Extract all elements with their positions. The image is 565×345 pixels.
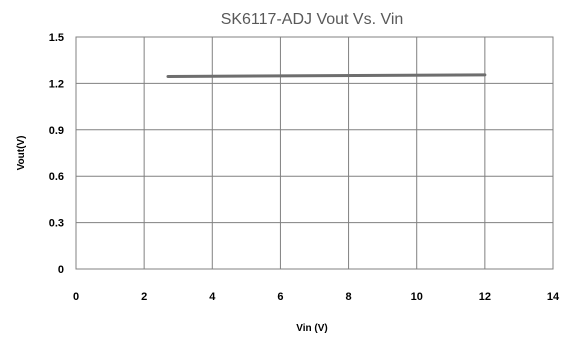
y-tick-label: 1.2 bbox=[49, 78, 64, 90]
x-tick-label: 0 bbox=[73, 291, 79, 303]
y-tick-label: 0.6 bbox=[49, 171, 64, 183]
y-tick-label: 0 bbox=[58, 264, 64, 276]
x-tick-label: 2 bbox=[141, 291, 147, 303]
series-line bbox=[166, 73, 487, 78]
x-tick-label: 6 bbox=[277, 291, 283, 303]
y-tick-label: 0.3 bbox=[49, 218, 64, 230]
x-tick-label: 10 bbox=[411, 291, 423, 303]
y-axis-ticks: 0 0.3 0.6 0.9 1.2 1.5 bbox=[49, 32, 64, 276]
x-tick-label: 4 bbox=[209, 291, 216, 303]
chart-title: SK6117-ADJ Vout Vs. Vin bbox=[221, 11, 404, 28]
x-tick-label: 12 bbox=[479, 291, 491, 303]
plot-area-border bbox=[75, 36, 554, 270]
series-layer bbox=[166, 73, 487, 78]
y-axis-label: Vout(V) bbox=[16, 136, 27, 171]
grid bbox=[75, 36, 554, 270]
y-tick-label: 0.9 bbox=[49, 125, 64, 137]
x-tick-label: 14 bbox=[547, 291, 560, 303]
x-axis-ticks: 0 2 4 6 8 10 12 14 bbox=[73, 291, 560, 303]
y-tick-label: 1.5 bbox=[49, 32, 64, 44]
x-tick-label: 8 bbox=[346, 291, 352, 303]
x-axis-label: Vin (V) bbox=[296, 323, 327, 334]
